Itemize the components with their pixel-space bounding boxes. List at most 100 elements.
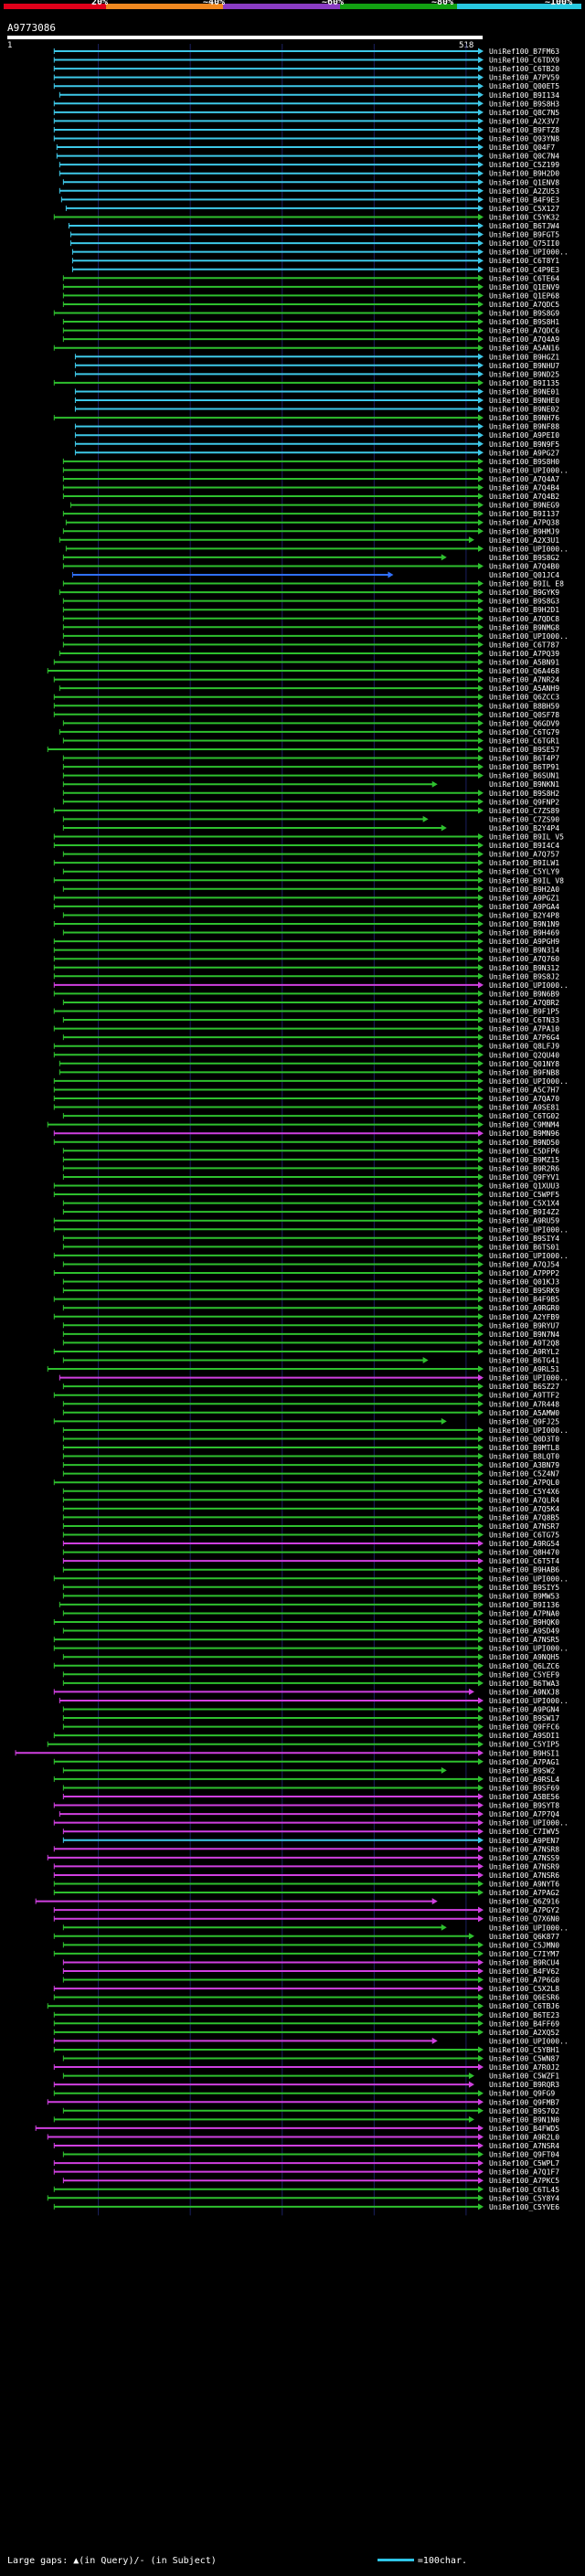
hit-label[interactable]: UniRef100_Q9FYV1 (489, 1173, 559, 1182)
hit-label[interactable]: UniRef100_C5X1X4 (489, 1200, 559, 1208)
hit-label[interactable]: UniRef100_Q00ET5 (489, 82, 559, 90)
hit-label[interactable]: UniRef100_A9RGR0 (489, 1304, 559, 1312)
hit-label[interactable]: UniRef100_A7Q4A7 (489, 475, 559, 483)
hit-label[interactable]: UniRef100_C4P9E3 (489, 266, 559, 274)
hit-label[interactable]: UniRef100_A9NXJ8 (489, 1688, 559, 1696)
hit-label[interactable]: UniRef100_B9NF88 (489, 423, 559, 431)
hit-label[interactable]: UniRef100_A7PAG1 (489, 1758, 559, 1766)
hit-label[interactable]: UniRef100_B9NEG9 (489, 502, 559, 510)
hit-label[interactable]: UniRef100_C7ZS90 (489, 815, 559, 823)
hit-label[interactable]: UniRef100_A7R0J2 (489, 2063, 559, 2072)
hit-label[interactable]: UniRef100_A5BN91 (489, 659, 559, 667)
hit-label[interactable]: UniRef100_B9S8G9 (489, 310, 559, 318)
hit-label[interactable]: UniRef100_Q9FMB7 (489, 2098, 559, 2106)
hit-label[interactable]: UniRef100_C5Z199 (489, 161, 559, 169)
hit-label[interactable]: UniRef100_Q6ZCC3 (489, 694, 559, 702)
hit-label[interactable]: UniRef100_B6T4P7 (489, 755, 559, 763)
hit-label[interactable]: UniRef100_A5C7H7 (489, 1086, 559, 1094)
hit-label[interactable]: UniRef100_B9R2R6 (489, 1164, 559, 1172)
hit-label[interactable]: UniRef100_A9PGA4 (489, 903, 559, 911)
hit-label[interactable]: UniRef100_Q8H470 (489, 1549, 559, 1557)
hit-label[interactable]: UniRef100_A7R448 (489, 1400, 559, 1408)
hit-label[interactable]: UniRef100_B9N7N4 (489, 1330, 559, 1339)
hit-label[interactable]: UniRef100_B6TS01 (489, 1243, 559, 1251)
hit-label[interactable]: UniRef100_C5DFP6 (489, 1147, 559, 1155)
hit-label[interactable]: UniRef100_B9MN96 (489, 1129, 559, 1138)
hit-label[interactable]: UniRef100_Q01KJ3 (489, 1278, 559, 1287)
hit-label[interactable]: UniRef100_UPI000.. (489, 1077, 569, 1086)
hit-label[interactable]: UniRef100_A5BE56 (489, 1793, 559, 1801)
hit-label[interactable]: UniRef100_A9RU59 (489, 1217, 559, 1225)
hit-label[interactable]: UniRef100_C6TGR1 (489, 737, 559, 745)
hit-label[interactable]: UniRef100_Q2QU40 (489, 1051, 559, 1059)
hit-label[interactable]: UniRef100_B9HQK0 (489, 1618, 559, 1627)
hit-label[interactable]: UniRef100_Q9FNP2 (489, 798, 559, 806)
hit-label[interactable]: UniRef100_C6TG75 (489, 1532, 559, 1540)
hit-label[interactable]: UniRef100_A2ZU53 (489, 187, 559, 196)
hit-label[interactable]: UniRef100_B6TP91 (489, 763, 559, 771)
hit-label[interactable]: UniRef100_B9N1N0 (489, 2115, 559, 2124)
hit-label[interactable]: UniRef100_B9MZ15 (489, 1156, 559, 1164)
hit-label[interactable]: UniRef100_Q75II0 (489, 239, 559, 248)
hit-label[interactable]: UniRef100_C6TG02 (489, 1112, 559, 1120)
hit-label[interactable]: UniRef100_UPI000.. (489, 1697, 569, 1705)
hit-label[interactable]: UniRef100_C5WPF5 (489, 1191, 559, 1199)
hit-label[interactable]: UniRef100_C6TBJ6 (489, 2002, 559, 2010)
hit-label[interactable]: UniRef100_C6TB20 (489, 65, 559, 73)
hit-label[interactable]: UniRef100_A2X3U1 (489, 536, 559, 545)
hit-label[interactable]: UniRef100_Q0C7N4 (489, 153, 559, 161)
hit-label[interactable]: UniRef100_A9NQH5 (489, 1653, 559, 1661)
hit-label[interactable]: UniRef100_UPI000.. (489, 1574, 569, 1583)
hit-label[interactable]: UniRef100_A9PG27 (489, 449, 559, 457)
hit-label[interactable]: UniRef100_B9HMJ9 (489, 527, 559, 535)
hit-label[interactable]: UniRef100_B2Y4P8 (489, 911, 559, 919)
hit-label[interactable]: UniRef100_A7NR24 (489, 676, 559, 684)
hit-label[interactable]: UniRef100_B9FNB8 (489, 1068, 559, 1076)
hit-label[interactable]: UniRef100_UPI000.. (489, 981, 569, 990)
hit-label[interactable]: UniRef100_C9MNM4 (489, 1121, 559, 1129)
hit-label[interactable]: UniRef100_C5X127 (489, 205, 559, 213)
hit-label[interactable]: UniRef100_Q6GDV9 (489, 719, 559, 727)
hit-label[interactable]: UniRef100_C5WZF1 (489, 2072, 559, 2081)
hit-label[interactable]: UniRef100_Q01NY8 (489, 1060, 559, 1068)
hit-label[interactable]: UniRef100_C6TDX9 (489, 57, 559, 65)
hit-label[interactable]: UniRef100_B9N1N9 (489, 920, 559, 928)
hit-label[interactable]: UniRef100_A7P7Q4 (489, 1810, 559, 1818)
hit-label[interactable]: UniRef100_B9IL V5 (489, 833, 564, 842)
hit-label[interactable]: UniRef100_A7NSR4 (489, 2142, 559, 2150)
hit-label[interactable]: UniRef100_C5X2L8 (489, 1985, 559, 1993)
hit-label[interactable]: UniRef100_B9S8H2 (489, 790, 559, 798)
hit-label[interactable]: UniRef100_A7P6G0 (489, 1977, 559, 1985)
hit-label[interactable]: UniRef100_B9NE02 (489, 406, 559, 414)
hit-label[interactable]: UniRef100_C5Z4N7 (489, 1470, 559, 1479)
hit-label[interactable]: UniRef100_A9PEN7 (489, 1837, 559, 1845)
hit-label[interactable]: UniRef100_A7PPP2 (489, 1269, 559, 1277)
hit-label[interactable]: UniRef100_B9SRK9 (489, 1287, 559, 1295)
hit-label[interactable]: UniRef100_C5YLY9 (489, 868, 559, 876)
hit-label[interactable]: UniRef100_A2X3V7 (489, 117, 559, 125)
hit-label[interactable]: UniRef100_Q1EP68 (489, 292, 559, 300)
hit-label[interactable]: UniRef100_A9SE81 (489, 1104, 559, 1112)
hit-label[interactable]: UniRef100_A9T2Q8 (489, 1339, 559, 1347)
hit-label[interactable]: UniRef100_Q6A468 (489, 667, 559, 675)
hit-label[interactable]: UniRef100_C5WPL7 (489, 2159, 559, 2168)
hit-label[interactable]: UniRef100_B9NKN1 (489, 780, 559, 789)
hit-label[interactable]: UniRef100_B9S8H0 (489, 458, 559, 466)
hit-label[interactable]: UniRef100_A7Q4A9 (489, 335, 559, 344)
hit-label[interactable]: UniRef100_Q9FT04 (489, 2151, 559, 2159)
hit-label[interactable]: UniRef100_UPI000.. (489, 1819, 569, 1828)
hit-label[interactable]: UniRef100_A2YFB9 (489, 1313, 559, 1321)
hit-label[interactable]: UniRef100_Q7X6N0 (489, 1915, 559, 1924)
hit-label[interactable]: UniRef100_A9NYT6 (489, 1881, 559, 1889)
hit-label[interactable]: UniRef100_A7QDC6 (489, 327, 559, 335)
hit-label[interactable]: UniRef100_A9PGH9 (489, 938, 559, 946)
hit-label[interactable]: UniRef100_Q8LFJ9 (489, 1043, 559, 1051)
hit-label[interactable]: UniRef100_A7PQ39 (489, 650, 559, 658)
hit-label[interactable]: UniRef100_B9IL E8 (489, 580, 564, 588)
hit-label[interactable]: UniRef100_A9SD49 (489, 1627, 559, 1636)
hit-label[interactable]: UniRef100_Q6ESR6 (489, 1994, 559, 2002)
hit-label[interactable]: UniRef100_C7IYM7 (489, 1950, 559, 1958)
hit-label[interactable]: UniRef100_B4FWD5 (489, 2125, 559, 2133)
hit-label[interactable]: UniRef100_C7ZS89 (489, 807, 559, 815)
hit-label[interactable]: UniRef100_C6TG79 (489, 728, 559, 737)
